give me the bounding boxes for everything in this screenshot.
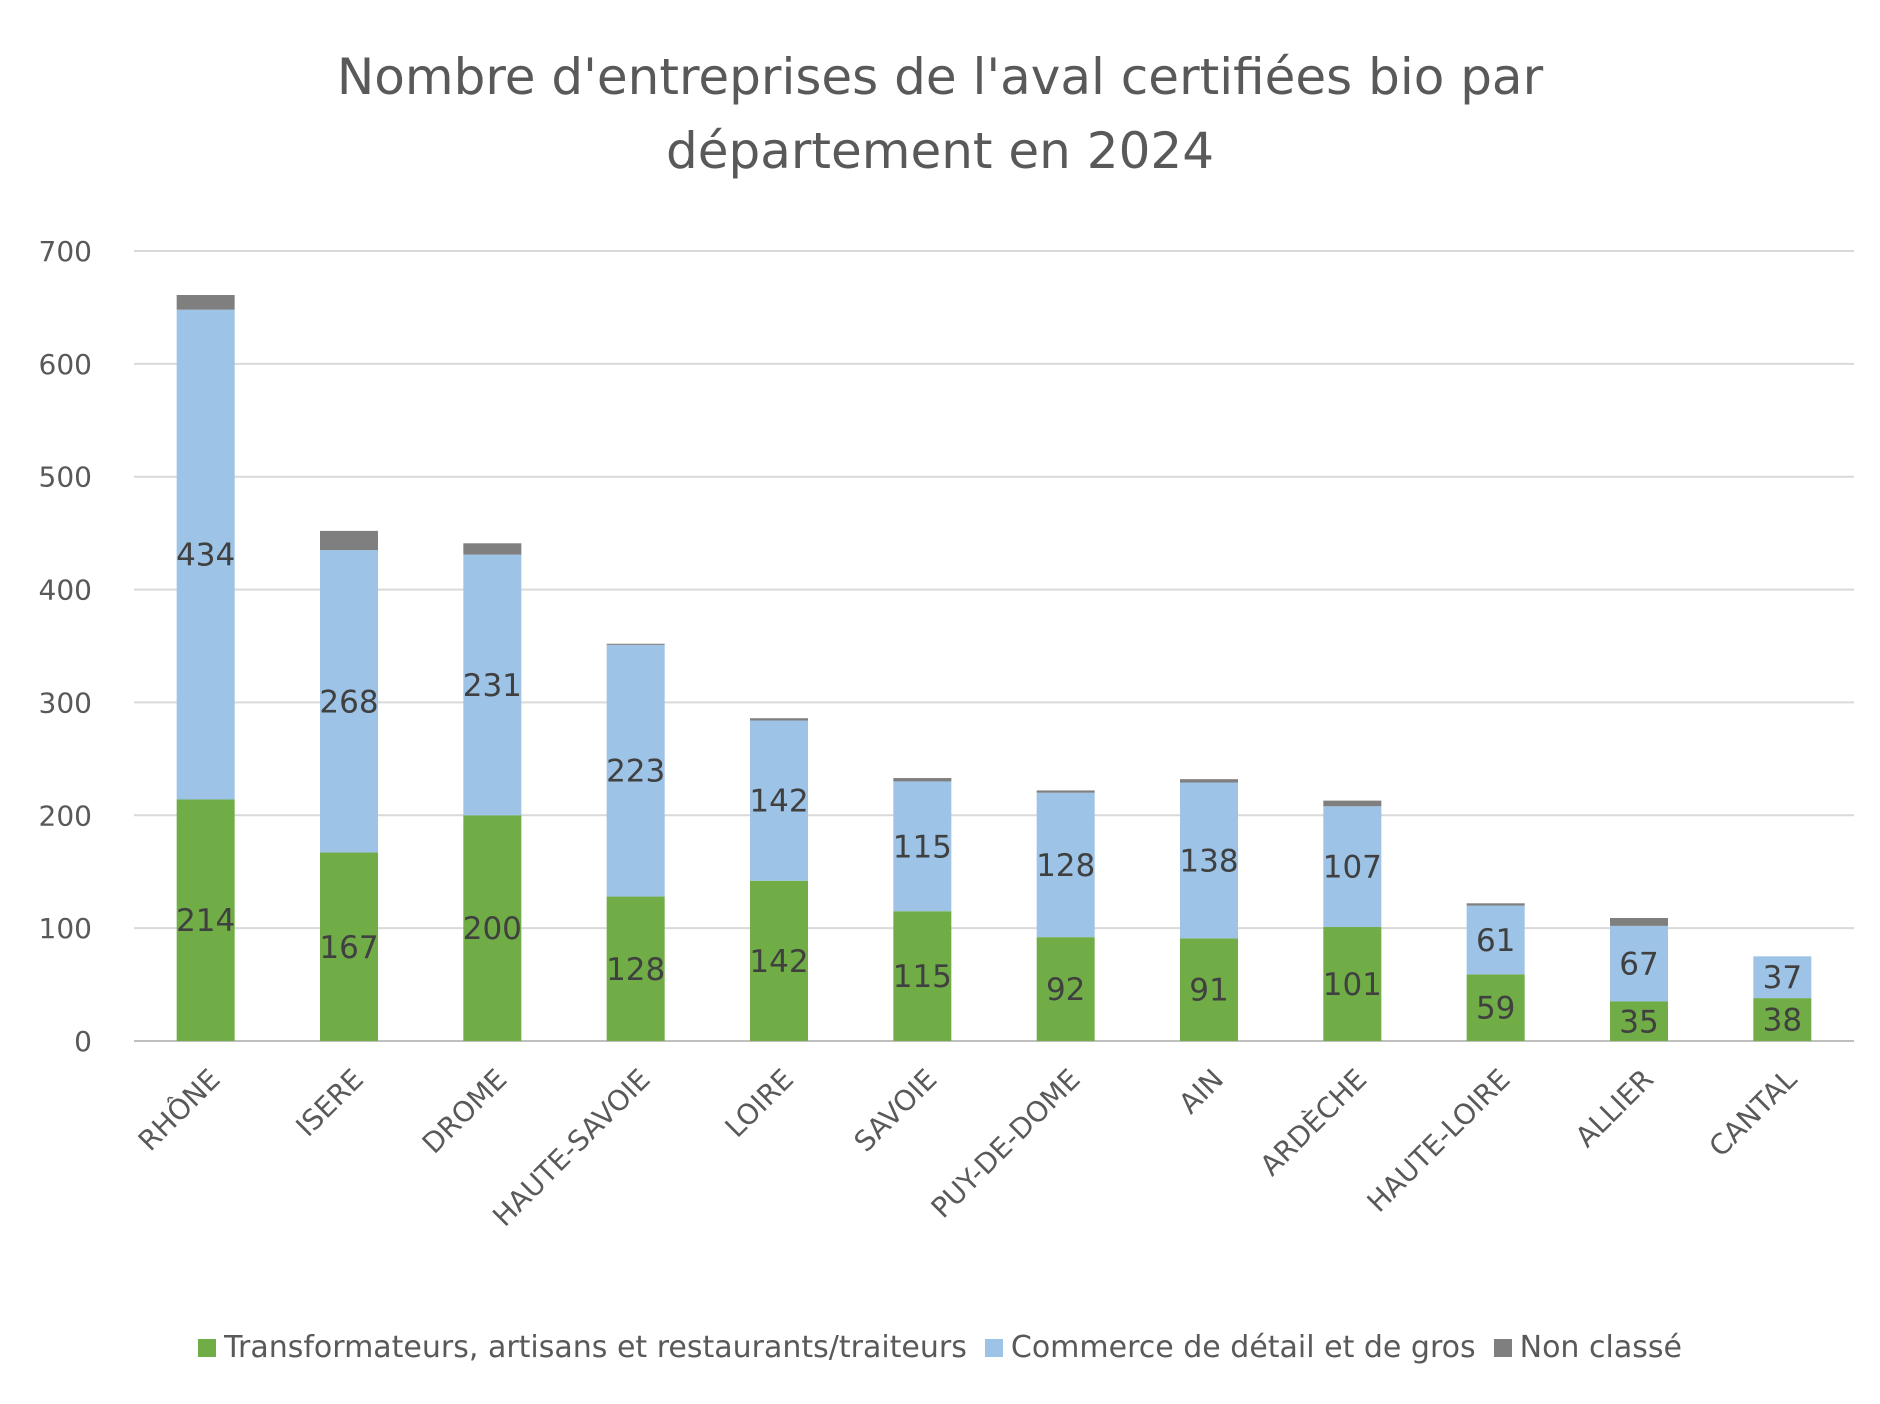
x-tick-label-5: LOIRE <box>719 1063 800 1144</box>
data-label-1-8: 91 <box>1189 973 1228 1009</box>
data-label-2-10: 61 <box>1476 923 1515 959</box>
legend-swatch-transformateurs <box>198 1338 217 1357</box>
bar-2-10 <box>1466 905 1525 975</box>
x-tick-label-6: SAVOIE <box>848 1063 944 1159</box>
data-label-1-11: 35 <box>1619 1004 1658 1040</box>
data-label-1-10: 59 <box>1476 991 1515 1027</box>
data-label-1-1: 214 <box>176 903 235 939</box>
y-tick-label-100: 100 <box>39 912 92 945</box>
legend-label-commerce: Commerce de détail et de gros <box>1010 1330 1476 1365</box>
x-tick-label-8: AIN <box>1172 1063 1230 1121</box>
x-tick-label-11: ALLIER <box>1569 1063 1660 1154</box>
bar-2-4 <box>606 644 665 897</box>
data-label-1-2: 167 <box>319 930 378 966</box>
data-label-2-2: 268 <box>319 684 378 720</box>
x-tick-label-12: CANTAL <box>1703 1062 1804 1163</box>
bar-3-4 <box>606 643 665 645</box>
data-label-2-7: 128 <box>1036 848 1095 884</box>
x-tick-label-2: ISERE <box>289 1063 370 1144</box>
data-label-1-3: 200 <box>463 911 522 947</box>
data-label-2-8: 138 <box>1179 843 1238 879</box>
legend-swatch-commerce <box>984 1338 1003 1357</box>
bar-1-5 <box>750 880 808 1041</box>
bar-2-2 <box>320 550 378 853</box>
data-label-1-7: 92 <box>1046 972 1085 1008</box>
data-label-1-6: 115 <box>893 959 952 995</box>
data-label-1-5: 142 <box>749 944 808 980</box>
bar-3-3 <box>463 543 522 555</box>
data-label-2-6: 115 <box>893 829 952 865</box>
bar-2-8 <box>1180 782 1238 939</box>
data-label-2-5: 142 <box>749 784 808 820</box>
bar-2-12 <box>1753 956 1812 999</box>
data-label-2-12: 37 <box>1763 960 1802 996</box>
bar-3-11 <box>1610 917 1668 926</box>
bar-2-5 <box>750 720 808 881</box>
chart-title-line-1: Nombre d'entreprises de l'aval certifiée… <box>336 48 1544 106</box>
legend-label-transformateurs: Transformateurs, artisans et restaurants… <box>224 1330 967 1365</box>
bar-1-1 <box>176 799 235 1041</box>
data-label-1-12: 38 <box>1763 1003 1802 1039</box>
y-tick-label-200: 200 <box>39 799 92 832</box>
y-tick-label-600: 600 <box>39 348 92 381</box>
x-tick-label-3: DROME <box>416 1063 514 1161</box>
bar-1-12 <box>1753 998 1812 1041</box>
data-label-1-9: 101 <box>1323 967 1382 1003</box>
legend-item-commerce: Commerce de détail et de gros <box>984 1330 1476 1365</box>
bar-2-1 <box>176 309 235 800</box>
x-tick-label-10: HAUTE-LOIRE <box>1361 1063 1517 1219</box>
y-tick-label-300: 300 <box>39 686 92 719</box>
data-label-2-9: 107 <box>1323 850 1382 886</box>
bar-2-7 <box>1036 792 1095 938</box>
bar-2-9 <box>1323 806 1382 928</box>
bar-1-3 <box>463 815 522 1041</box>
y-tick-label-400: 400 <box>39 574 92 607</box>
chart-title: Nombre d'entreprises de l'aval certifiée… <box>0 40 1880 188</box>
y-tick-label-700: 700 <box>39 235 92 268</box>
x-tick-label-7: PUY-DE-DOME <box>925 1063 1087 1225</box>
bar-1-6 <box>893 911 952 1041</box>
bar-1-8 <box>1180 938 1238 1041</box>
bar-3-6 <box>893 778 952 782</box>
bar-1-11 <box>1610 1001 1668 1041</box>
bar-1-2 <box>320 852 378 1041</box>
bar-1-10 <box>1466 974 1525 1041</box>
legend-swatch-non-classe <box>1493 1338 1512 1357</box>
y-tick-label-500: 500 <box>39 461 92 494</box>
x-tick-label-9: ARDÈCHE <box>1253 1062 1373 1182</box>
bar-1-9 <box>1323 927 1382 1041</box>
bar-2-11 <box>1610 925 1668 1002</box>
x-tick-label-1: RHÔNE <box>131 1062 227 1158</box>
bar-3-10 <box>1466 903 1525 906</box>
x-tick-label-4: HAUTE-SAVOIE <box>486 1063 656 1233</box>
bar-1-7 <box>1036 937 1095 1041</box>
bar-3-2 <box>320 530 378 551</box>
bar-2-3 <box>463 554 522 816</box>
chart-title-line-2: département en 2024 <box>665 122 1215 180</box>
bar-3-1 <box>176 295 235 310</box>
legend-item-non-classe: Non classé <box>1493 1330 1682 1365</box>
bar-3-5 <box>750 718 808 721</box>
data-label-2-1: 434 <box>176 538 235 574</box>
data-label-2-4: 223 <box>606 754 665 790</box>
data-label-2-3: 231 <box>463 668 522 704</box>
data-label-2-11: 67 <box>1619 947 1658 983</box>
bar-3-7 <box>1036 790 1095 793</box>
legend-label-non-classe: Non classé <box>1519 1330 1682 1365</box>
y-tick-label-0: 0 <box>74 1025 92 1058</box>
legend: Transformateurs, artisans et restaurants… <box>0 1330 1880 1365</box>
legend-item-transformateurs: Transformateurs, artisans et restaurants… <box>198 1330 967 1365</box>
bar-3-9 <box>1323 800 1382 807</box>
bar-3-8 <box>1180 779 1238 783</box>
bar-1-4 <box>606 896 665 1041</box>
bar-2-6 <box>893 781 952 912</box>
data-label-1-4: 128 <box>606 952 665 988</box>
